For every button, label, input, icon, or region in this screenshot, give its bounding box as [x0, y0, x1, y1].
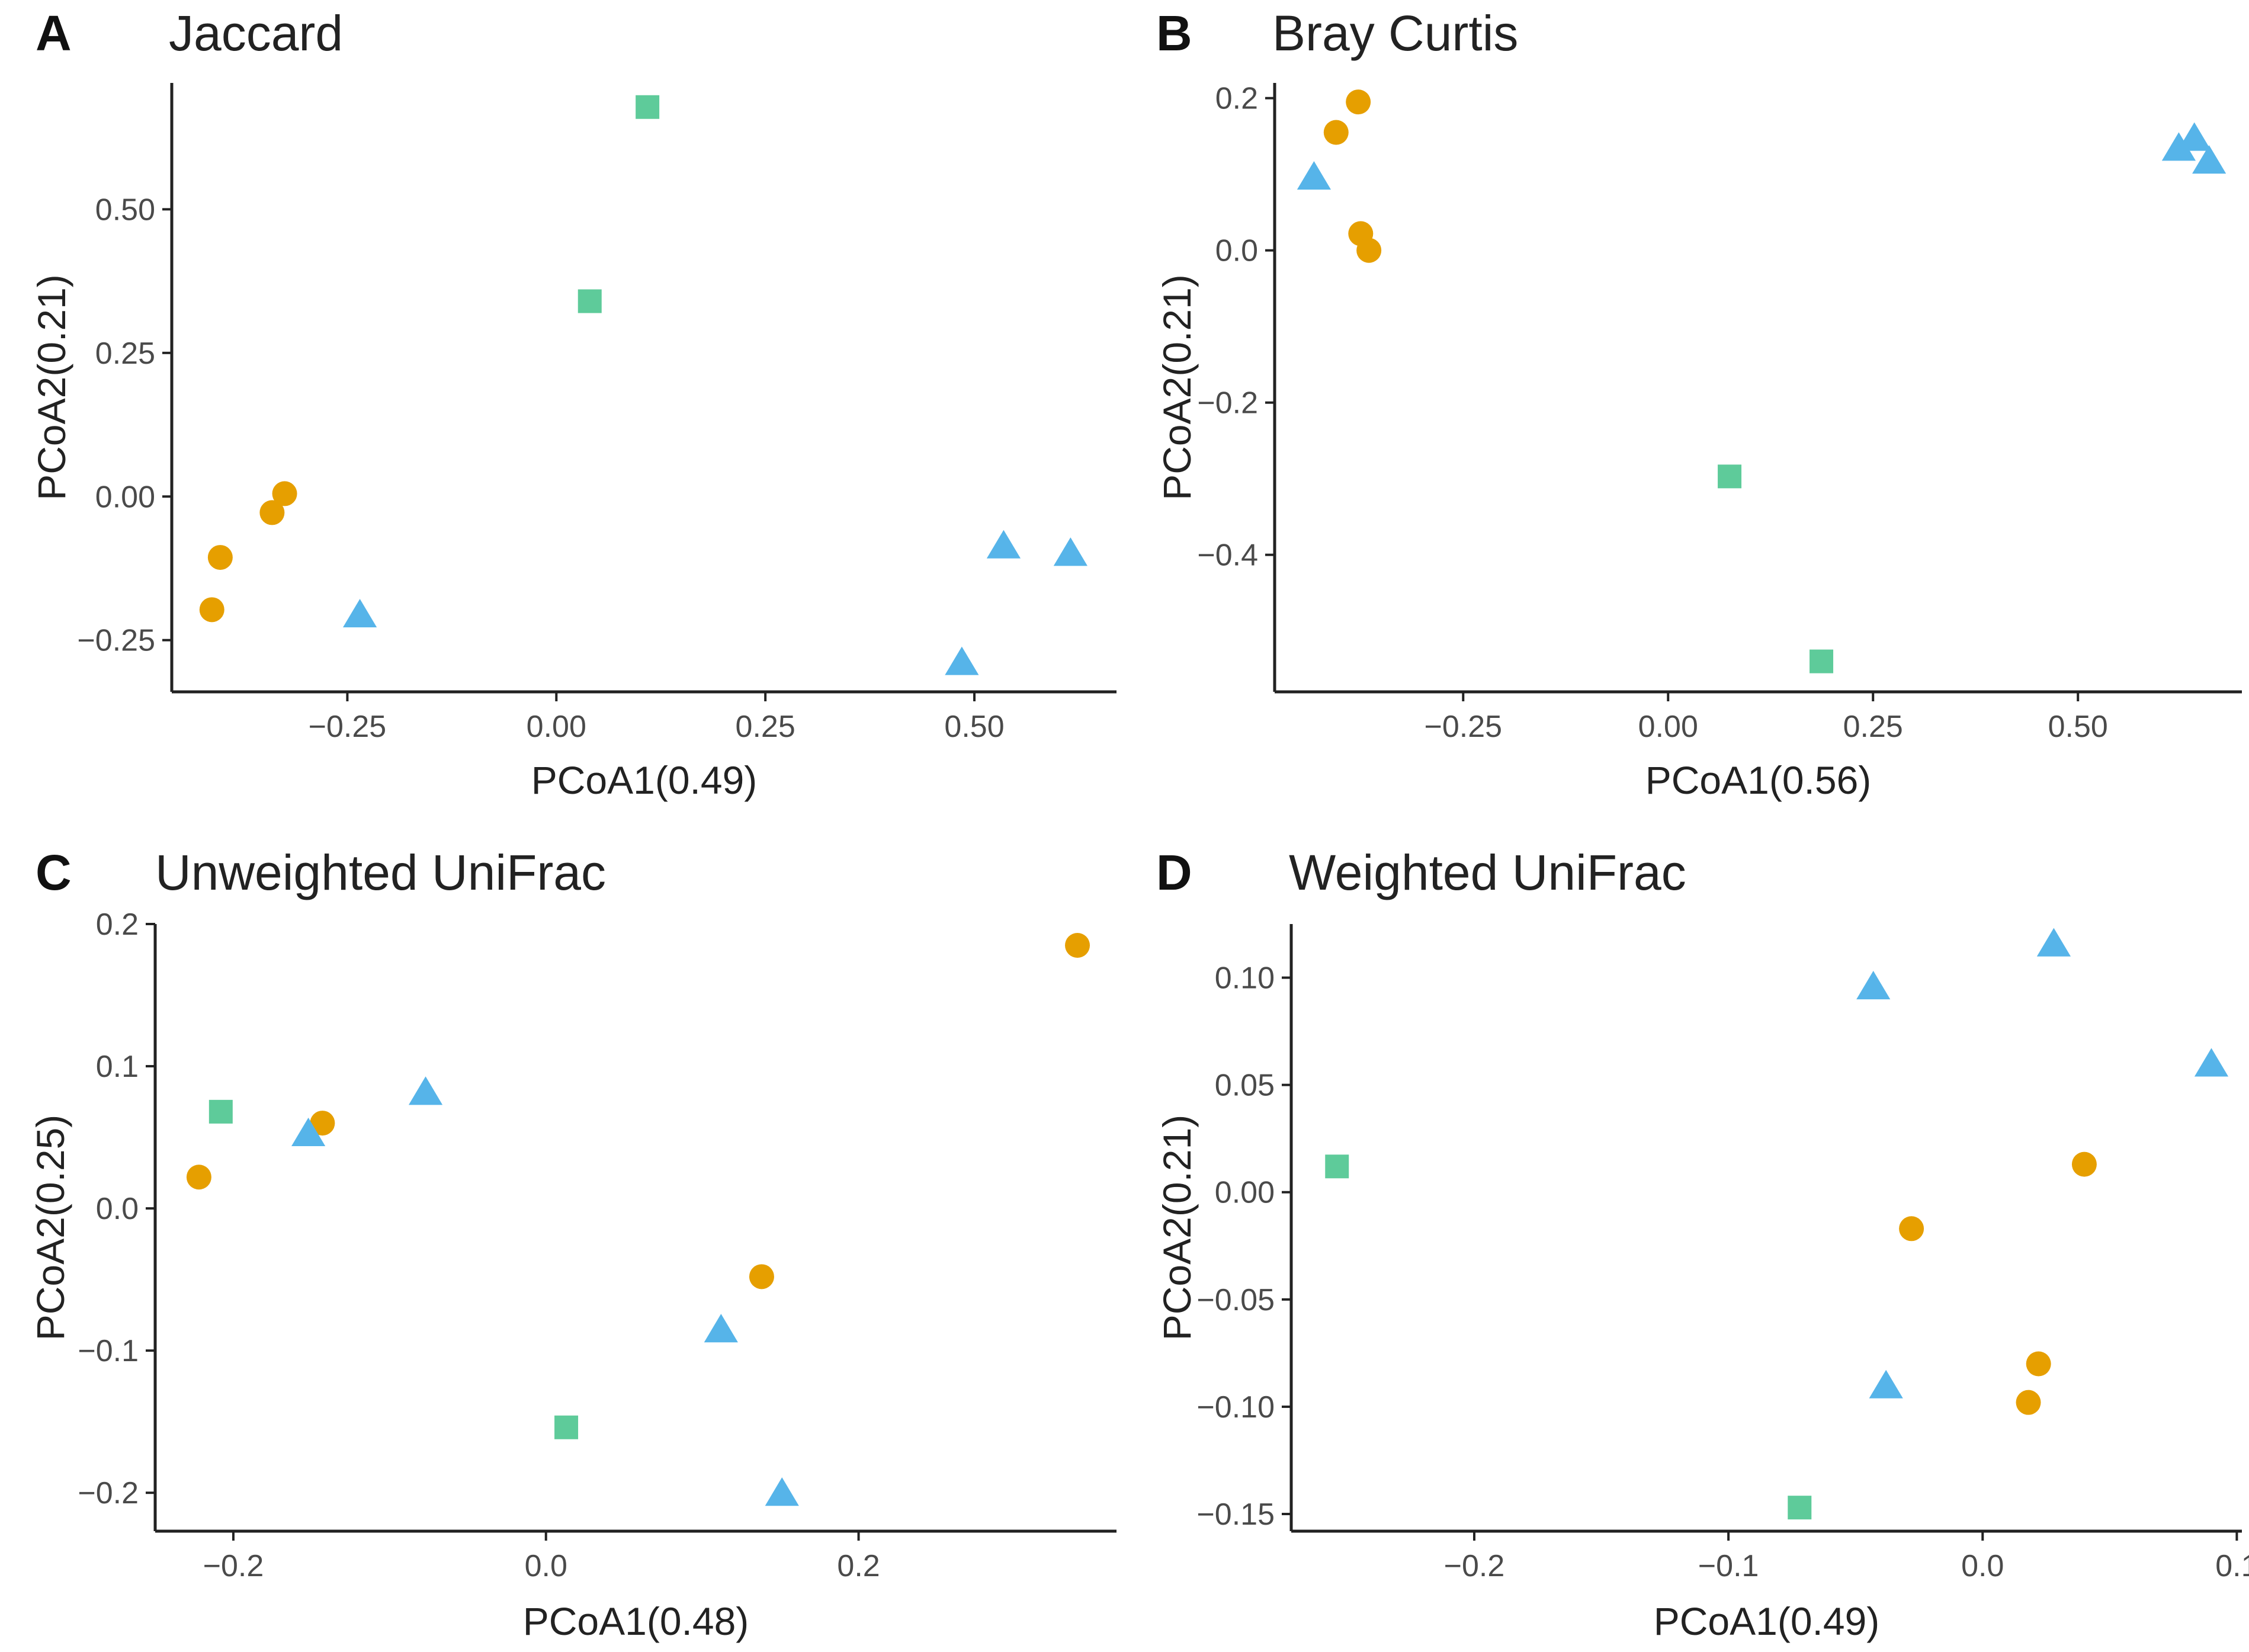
x-tick-label: −0.1 [1698, 1549, 1759, 1583]
data-point-triangle [291, 1117, 326, 1146]
x-tick-label: 0.50 [944, 710, 1004, 744]
x-tick-label: 0.25 [1843, 710, 1903, 744]
data-point-circle [207, 545, 233, 570]
data-point-triangle [2036, 928, 2071, 957]
data-point-triangle [1297, 161, 1332, 190]
data-point-square [578, 289, 602, 313]
data-point-square [208, 1099, 233, 1124]
data-point-square [1788, 1496, 1812, 1520]
x-tick-label: 0.00 [527, 710, 586, 744]
y-tick-label: −0.2 [78, 1476, 139, 1510]
y-tick-label: 0.00 [95, 480, 155, 514]
data-point-square [554, 1415, 579, 1439]
data-point-circle [199, 597, 224, 623]
data-point-triangle [986, 530, 1021, 559]
x-tick-label: 0.1 [2215, 1549, 2249, 1583]
y-tick-label: 0.10 [1215, 961, 1275, 996]
panel-title: Jaccard [169, 5, 343, 61]
y-tick-label: −0.1 [78, 1334, 139, 1368]
y-tick-label: −0.05 [1196, 1283, 1275, 1317]
x-tick-label: 0.25 [736, 710, 795, 744]
x-axis-label: PCoA1(0.48) [523, 1599, 749, 1643]
panel-a: A Jaccard −0.25 0.00 0.25 0.50 −0.25 0.00 0.25 0.… [30, 5, 1117, 802]
data-point-circle [749, 1264, 774, 1289]
y-tick-label: 0.25 [95, 336, 155, 371]
data-point-triangle [1053, 537, 1087, 566]
x-tick-label: 0.50 [2048, 710, 2108, 744]
data-point-triangle [704, 1314, 738, 1343]
data-point-triangle [408, 1076, 443, 1105]
x-tick-label: 0.00 [1638, 710, 1698, 744]
panel-letter: C [36, 845, 72, 900]
data-point-square [1325, 1154, 1349, 1179]
data-point-circle [1346, 89, 1371, 115]
y-tick-label: 0.05 [1215, 1069, 1275, 1103]
x-axis-label: PCoA1(0.49) [1654, 1599, 1880, 1643]
panel-letter: A [36, 5, 72, 61]
data-point-square [1810, 649, 1834, 673]
x-tick-label: 0.2 [837, 1549, 880, 1583]
x-tick-label: 0.0 [1961, 1549, 2004, 1583]
data-point-circle [2026, 1351, 2051, 1377]
x-axis-label: PCoA1(0.49) [531, 758, 758, 802]
data-point-square [1718, 464, 1742, 489]
x-tick-label: −0.2 [1444, 1549, 1505, 1583]
x-tick-label: 0.0 [525, 1549, 567, 1583]
y-tick-label: −0.4 [1197, 538, 1258, 573]
x-axis-label: PCoA1(0.56) [1645, 758, 1872, 802]
y-tick-label: 0.2 [1215, 82, 1258, 116]
y-axis-label: PCoA2(0.21) [1155, 1115, 1199, 1341]
panel-d: D Weighted UniFrac −0.2 −0.1 0.0 0.1 −0.15 −0.1… [1155, 845, 2249, 1643]
data-point-triangle [945, 646, 979, 675]
data-point-circle [1899, 1216, 1924, 1242]
panel-letter: B [1156, 5, 1192, 61]
data-point-triangle [1869, 1369, 1903, 1398]
y-tick-label: 0.00 [1215, 1176, 1275, 1210]
data-point-circle [259, 500, 285, 525]
y-axis-label: PCoA2(0.21) [30, 274, 73, 501]
data-point-circle [2016, 1390, 2041, 1415]
panel-title: Bray Curtis [1272, 5, 1518, 61]
data-point-triangle [2177, 122, 2212, 151]
data-point-circle [2071, 1151, 2097, 1177]
data-point-circle [310, 1111, 335, 1136]
x-tick-label: −0.2 [203, 1549, 264, 1583]
x-tick-label: −0.25 [1425, 710, 1503, 744]
y-tick-label: 0.0 [1215, 234, 1258, 268]
y-tick-label: 0.1 [96, 1050, 139, 1084]
y-tick-label: 0.2 [96, 907, 139, 942]
data-point-triangle [2194, 1048, 2229, 1077]
panel-title: Unweighted UniFrac [155, 845, 606, 900]
panel-letter: D [1156, 845, 1192, 900]
panel-c: C Unweighted UniFrac −0.2 0.0 0.2 −0.2 −0.1 0.0… [28, 845, 1117, 1643]
data-point-square [636, 95, 660, 119]
data-point-triangle [1856, 971, 1891, 1000]
data-point-circle [1356, 238, 1382, 263]
panel-title: Weighted UniFrac [1289, 845, 1686, 900]
data-point-triangle [2161, 132, 2196, 161]
data-point-circle [186, 1165, 211, 1190]
y-axis-label: PCoA2(0.25) [28, 1115, 72, 1341]
y-axis-label: PCoA2(0.21) [1155, 274, 1199, 501]
data-point-circle [1323, 120, 1349, 145]
data-point-triangle [342, 599, 377, 628]
x-tick-label: −0.25 [309, 710, 387, 744]
data-point-triangle [765, 1477, 799, 1506]
y-tick-label: 0.50 [95, 193, 155, 227]
y-tick-label: −0.25 [77, 624, 155, 658]
y-tick-label: 0.0 [96, 1192, 139, 1226]
y-tick-label: −0.10 [1196, 1390, 1275, 1425]
data-point-triangle [2192, 145, 2226, 174]
panel-b: B Bray Curtis −0.25 0.00 0.25 0.50 −0.4 −0.2 0.0… [1155, 5, 2242, 802]
y-tick-label: −0.2 [1197, 386, 1258, 421]
data-point-circle [272, 481, 297, 506]
data-point-circle [1065, 933, 1090, 958]
y-tick-label: −0.15 [1196, 1497, 1275, 1532]
